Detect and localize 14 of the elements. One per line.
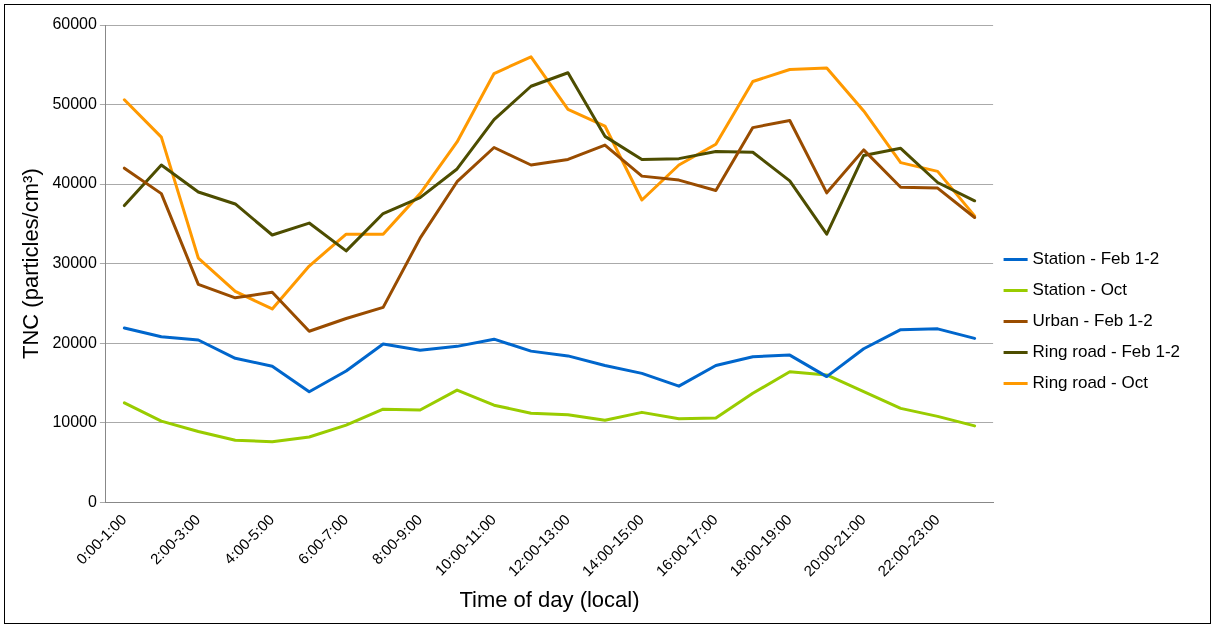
legend-label: Urban - Feb 1-2 (1032, 311, 1153, 331)
y-tick-label: 10000 (52, 413, 97, 431)
legend-label: Station - Oct (1032, 280, 1128, 300)
y-tick-label: 20000 (52, 333, 97, 351)
y-tick-label: 30000 (52, 254, 97, 272)
legend-label: Ring road - Feb 1-2 (1032, 342, 1180, 362)
y-tick-label: 60000 (52, 15, 97, 33)
x-axis-title: Time of day (local) (459, 586, 640, 612)
y-tick-label: 0 (87, 492, 97, 510)
y-tick-label: 40000 (52, 174, 97, 192)
legend-label: Station - Feb 1-2 (1032, 249, 1160, 269)
y-tick-label: 50000 (52, 94, 97, 112)
y-axis-title: TNC (particles/cm³) (18, 168, 44, 359)
legend-label: Ring road - Oct (1032, 373, 1149, 393)
